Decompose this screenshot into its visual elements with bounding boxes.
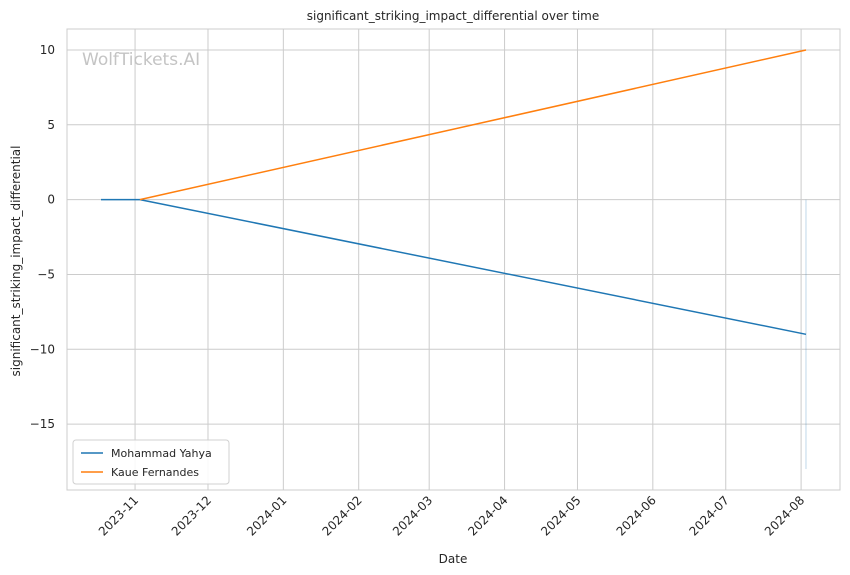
y-tick-label: −15 [30, 417, 55, 431]
legend-box [72, 439, 230, 485]
x-axis-title: Date [439, 552, 468, 566]
chart-title: significant_striking_impact_differential… [307, 9, 599, 23]
y-tick-label: 10 [40, 43, 55, 57]
y-tick-label: −5 [37, 267, 55, 281]
y-tick-label: −10 [30, 342, 55, 356]
legend-label: Kaue Fernandes [111, 466, 199, 479]
y-tick-label: 5 [47, 118, 55, 132]
legend: Mohammad Yahya Kaue Fernandes [72, 439, 230, 485]
plot-area: 2023-11 2023-12 2024-01 2024-02 2024-03 2024-… [30, 28, 841, 539]
y-tick-label: 0 [47, 193, 55, 207]
plot-frame [66, 28, 841, 491]
legend-label: Mohammad Yahya [111, 447, 212, 460]
series-line [139, 49, 807, 201]
y-axis-title: significant_striking_impact_differential [9, 146, 23, 377]
watermark-text: WolfTickets.AI [82, 50, 200, 70]
